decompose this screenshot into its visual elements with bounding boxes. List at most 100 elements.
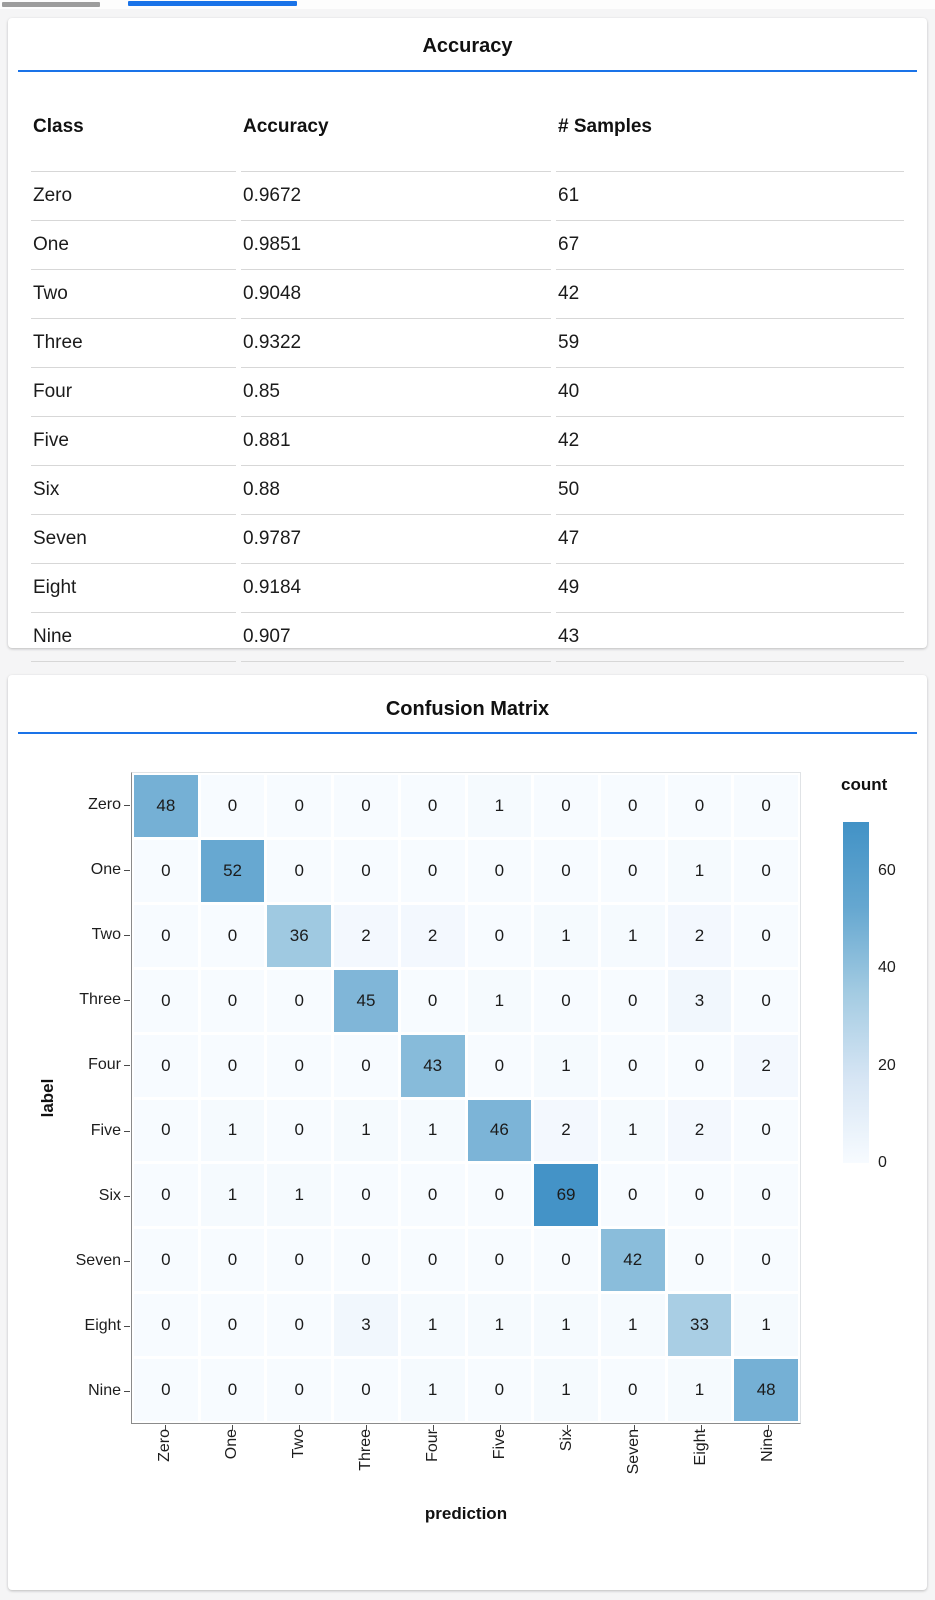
heatmap-cell: 1	[400, 1099, 465, 1162]
heatmap-cell: 0	[134, 1359, 198, 1421]
y-tick-label: Two	[91, 926, 121, 943]
heatmap-cell: 0	[534, 839, 598, 902]
samples-cell: 49	[556, 564, 904, 613]
heatmap-grid: 48 0 0 0 0 1 0 0 0 0 0 52 0 0 0 0 0 0 1 0 0 0 36 2 2 0 1 1 2 0 0 0 0 45 0 1…	[132, 773, 800, 1423]
x-tick-label: Zero	[155, 1429, 173, 1462]
samples-cell: 59	[556, 319, 904, 368]
table-row: Nine 0.907 43	[31, 613, 904, 662]
heatmap-cell: 0	[267, 775, 332, 837]
class-cell: Nine	[31, 613, 236, 662]
heatmap-cell: 36	[267, 904, 332, 967]
column-header-accuracy: Accuracy	[241, 72, 551, 172]
y-tick-label: Three	[79, 991, 121, 1009]
heatmap-cell: 0	[200, 1294, 265, 1357]
heatmap-cell: 33	[667, 1294, 732, 1357]
heatmap-cell: 0	[400, 1164, 465, 1227]
heatmap-cell: 0	[134, 1294, 198, 1357]
active-tab-indicator[interactable]	[128, 1, 297, 6]
y-tick-label: Nine	[88, 1382, 121, 1400]
x-tick-label: Four	[423, 1429, 441, 1462]
heatmap-cell: 0	[467, 1034, 532, 1097]
heatmap-cell: 1	[400, 1359, 465, 1421]
y-tick	[124, 935, 130, 936]
scrollbar-thumb-gray[interactable]	[2, 2, 100, 7]
heatmap-cell: 0	[134, 839, 198, 902]
x-tick	[365, 1425, 367, 1431]
heatmap-cell: 1	[400, 1294, 465, 1357]
heatmap-cell: 0	[267, 1359, 332, 1421]
y-tick-label: Six	[98, 1186, 121, 1204]
heatmap-cell: 0	[534, 1229, 598, 1292]
accuracy-cell: 0.85	[241, 368, 551, 417]
heatmap-cell: 48	[134, 775, 198, 837]
heatmap-cell: 1	[534, 1294, 598, 1357]
class-cell: Eight	[31, 564, 236, 613]
x-tick	[231, 1425, 233, 1431]
heatmap-cell: 0	[334, 839, 398, 902]
heatmap-cell: 0	[267, 1229, 332, 1292]
heatmap-cell: 1	[534, 1359, 598, 1421]
confusion-matrix-card: Confusion Matrix label 48 0 0 0 0 1 0 0 0 0 0 52 0 0 0…	[8, 675, 927, 1590]
heatmap-cell: 3	[334, 1294, 398, 1357]
heatmap-cell: 0	[734, 969, 798, 1032]
class-cell: Three	[31, 319, 236, 368]
heatmap-cell: 1	[467, 775, 532, 837]
class-cell: One	[31, 221, 236, 270]
samples-cell: 42	[556, 417, 904, 466]
accuracy-cell: 0.9851	[241, 221, 551, 270]
heatmap-cell: 2	[667, 904, 732, 967]
y-tick-label: Eight	[84, 1317, 121, 1335]
heatmap-cell: 0	[200, 1359, 265, 1421]
heatmap-cell: 0	[200, 775, 265, 837]
heatmap-cell: 0	[734, 839, 798, 902]
class-cell: Five	[31, 417, 236, 466]
x-tick	[499, 1425, 501, 1431]
heatmap-cell: 1	[467, 969, 532, 1032]
heatmap-cell: 0	[334, 1359, 398, 1421]
y-tick	[124, 1195, 130, 1197]
heatmap-cell: 0	[600, 969, 665, 1032]
heatmap-cell: 0	[200, 969, 265, 1032]
heatmap-cell: 0	[467, 839, 532, 902]
heatmap-cell: 2	[534, 1099, 598, 1162]
table-row: Two 0.9048 42	[31, 270, 904, 319]
heatmap-cell: 0	[734, 1229, 798, 1292]
heatmap-cell: 0	[134, 1229, 198, 1292]
heatmap-cell: 2	[667, 1099, 732, 1162]
accuracy-table: Class Accuracy # Samples Zero 0.9672 61 One…	[26, 72, 909, 662]
y-tick	[124, 804, 130, 806]
heatmap-cell: 0	[667, 1034, 732, 1097]
x-tick-label: Eight	[691, 1429, 709, 1466]
x-tick-label: Five	[490, 1429, 508, 1460]
accuracy-cell: 0.9184	[241, 564, 551, 613]
heatmap-cell: 1	[200, 1164, 265, 1227]
heatmap-cell: 0	[400, 839, 465, 902]
accuracy-card-title: Accuracy	[422, 35, 513, 57]
heatmap-cell: 1	[334, 1099, 398, 1162]
table-row: Eight 0.9184 49	[31, 564, 904, 613]
x-tick	[767, 1425, 769, 1431]
x-axis-title: prediction	[424, 1504, 508, 1523]
y-tick-label: One	[90, 860, 121, 878]
legend-tick-label: 0	[878, 1154, 887, 1171]
heatmap-cell: 1	[667, 1359, 732, 1421]
heatmap-cell: 1	[734, 1294, 798, 1357]
heatmap-cell: 1	[600, 904, 665, 967]
x-tick-label: Nine	[758, 1429, 776, 1462]
heatmap-cell: 0	[200, 904, 265, 967]
heatmap-cell: 0	[667, 775, 732, 837]
heatmap-cell: 0	[667, 1164, 732, 1227]
heatmap-cell: 0	[467, 1164, 532, 1227]
samples-cell: 40	[556, 368, 904, 417]
heatmap-cell: 52	[200, 839, 265, 902]
accuracy-cell: 0.88	[241, 466, 551, 515]
class-cell: Seven	[31, 515, 236, 564]
heatmap-cell: 1	[534, 904, 598, 967]
legend-title: count	[841, 775, 888, 794]
x-tick	[633, 1425, 635, 1431]
column-header-samples: # Samples	[556, 72, 904, 172]
heatmap-cell: 0	[400, 775, 465, 837]
heatmap-cell: 0	[267, 839, 332, 902]
y-tick	[124, 1261, 130, 1262]
y-tick	[124, 1391, 130, 1393]
